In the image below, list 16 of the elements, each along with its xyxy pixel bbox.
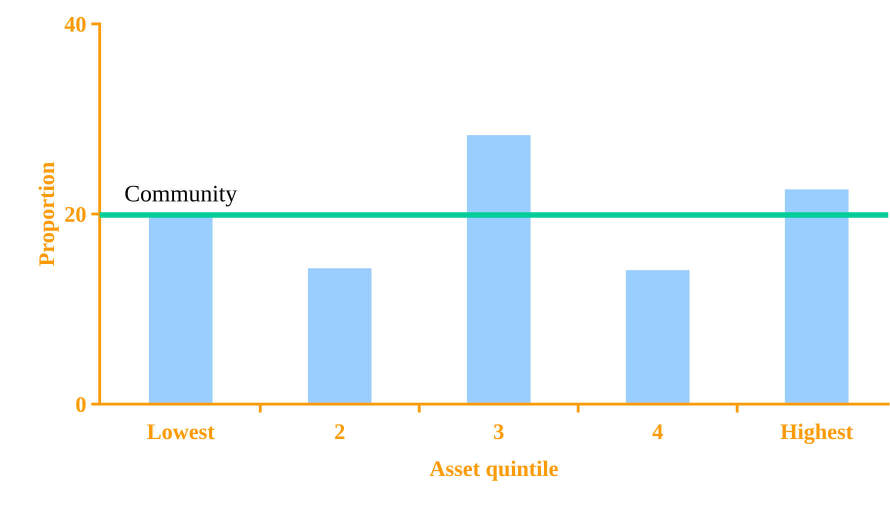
bar [308,268,372,404]
x-tick-label: 4 [652,424,663,440]
bar [626,270,690,404]
y-axis-title: Proportion [38,162,59,266]
y-tick-label: 20 [65,206,86,222]
y-tick-label: 0 [76,397,86,412]
bar [784,189,848,404]
x-tick-label: Lowest [147,424,215,440]
x-tick-label: 3 [494,424,504,440]
x-tick-label: 2 [335,424,344,440]
bar [148,216,213,404]
x-axis-title: Asset quintile [430,460,558,481]
ref-line-label: Community [125,186,238,206]
bar [466,135,531,404]
x-tick-label: Highest [780,424,853,444]
y-tick-label: 40 [64,16,86,32]
